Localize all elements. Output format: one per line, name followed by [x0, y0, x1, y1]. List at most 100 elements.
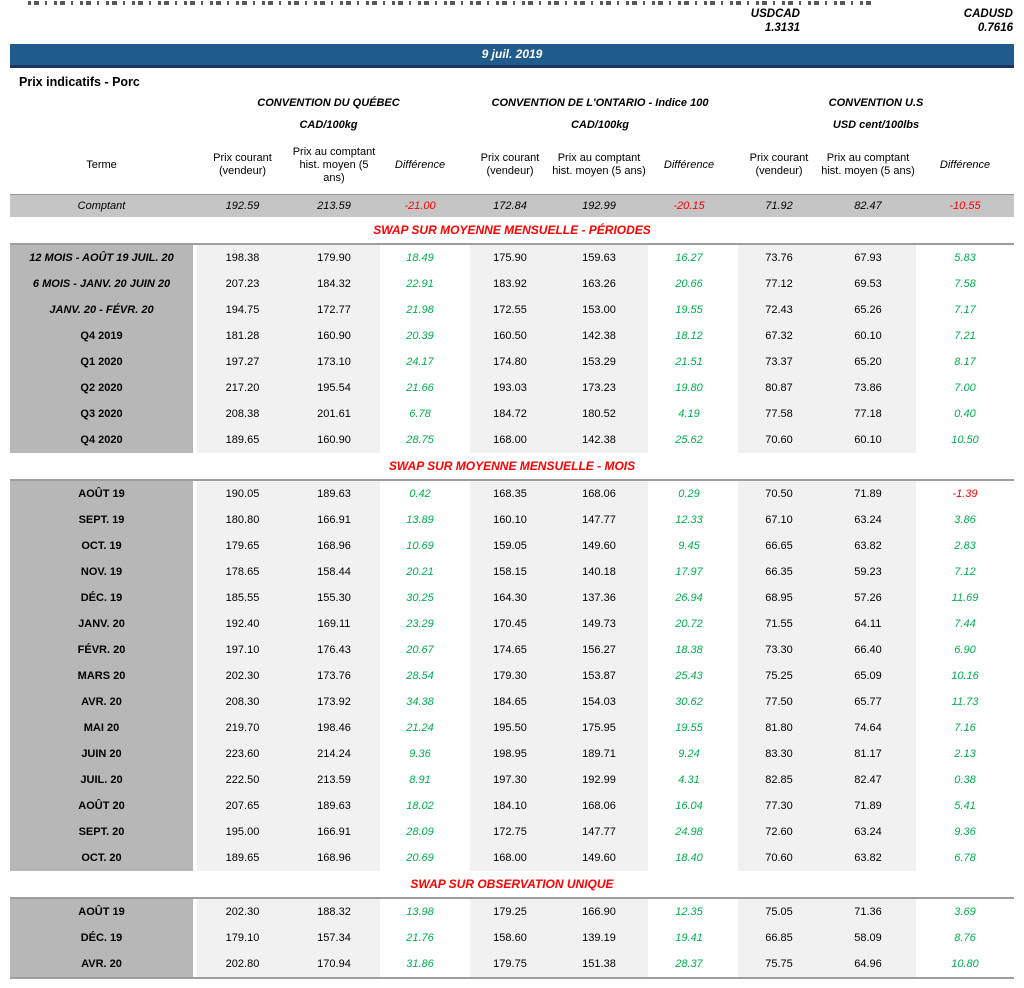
- price-value: 158.15: [470, 559, 550, 585]
- price-value: 170.94: [288, 951, 380, 977]
- difference-value: 19.41: [675, 932, 703, 944]
- column-group-title: CONVENTION U.S: [828, 97, 924, 109]
- price-value: 197.27: [197, 349, 288, 375]
- column-subheader: Différence: [663, 158, 715, 171]
- terme-header: Terme: [86, 158, 117, 171]
- gutter: [460, 793, 470, 819]
- price-value: 194.75: [197, 297, 288, 323]
- terme-cell: JUIL. 20: [10, 767, 193, 793]
- difference-value: 20.66: [675, 278, 703, 290]
- price-value: 172.75: [470, 819, 550, 845]
- difference-value: 22.91: [406, 278, 434, 290]
- difference-value: 2.83: [954, 540, 976, 552]
- gutter: [730, 611, 738, 637]
- difference-value: 20.67: [406, 644, 434, 656]
- difference-value: 10.50: [951, 434, 979, 446]
- difference-value: 16.27: [675, 252, 703, 264]
- price-value: 166.91: [288, 819, 380, 845]
- price-value: 214.24: [288, 741, 380, 767]
- difference-value: 2.13: [954, 748, 976, 760]
- fx-usdcad: USDCAD 1.3131: [751, 7, 800, 35]
- table-row: OCT. 19 179.65 168.96 10.69 159.05 149.60 9.45…: [10, 533, 1014, 559]
- gutter: [730, 195, 738, 217]
- difference-value: -21.00: [404, 200, 436, 212]
- price-value: 174.65: [470, 637, 550, 663]
- price-value: 168.00: [470, 427, 550, 453]
- price-value: 198.95: [470, 741, 550, 767]
- column-subheader: Différence: [394, 158, 446, 171]
- gutter: [730, 663, 738, 689]
- gutter: [730, 741, 738, 767]
- difference-value: 7.21: [954, 330, 976, 342]
- difference-value: 7.17: [954, 304, 976, 316]
- difference-value: 16.04: [675, 800, 703, 812]
- price-value: 185.55: [197, 585, 288, 611]
- price-value: 168.35: [470, 481, 550, 507]
- difference-value: 5.83: [954, 252, 976, 264]
- gutter: [460, 951, 470, 977]
- price-value: 156.27: [550, 637, 648, 663]
- difference-value: 10.80: [951, 958, 979, 970]
- price-value: 184.10: [470, 793, 550, 819]
- price-value: 173.76: [288, 663, 380, 689]
- fx-cadusd: CADUSD 0.7616: [964, 7, 1013, 35]
- price-value: 222.50: [197, 767, 288, 793]
- price-value: 155.30: [288, 585, 380, 611]
- page-title: Prix indicatifs - Porc: [19, 75, 140, 89]
- terme-cell: Q4 2019: [10, 323, 193, 349]
- price-value: 198.46: [288, 715, 380, 741]
- gutter: [730, 323, 738, 349]
- gutter: [730, 349, 738, 375]
- difference-value: 8.91: [409, 774, 431, 786]
- difference-value: 11.73: [951, 696, 979, 708]
- price-value: 202.30: [197, 663, 288, 689]
- difference-value: 7.12: [954, 566, 976, 578]
- comptant-row: Comptant 192.59 213.59 -21.00 172.84 192.99 -2…: [10, 194, 1014, 217]
- price-value: 80.87: [738, 375, 820, 401]
- price-value: 168.96: [288, 533, 380, 559]
- terme-cell: DÉC. 19: [10, 585, 193, 611]
- price-value: 207.65: [197, 793, 288, 819]
- table-row: Q4 2019 181.28 160.90 20.39 160.50 142.38 18.1…: [10, 323, 1014, 349]
- price-value: 168.96: [288, 845, 380, 871]
- price-value: 65.20: [820, 349, 916, 375]
- price-value: 149.60: [550, 845, 648, 871]
- header-sublabels: Terme Prix courant (vendeur) Prix au compt…: [10, 136, 1014, 194]
- price-value: 77.30: [738, 793, 820, 819]
- price-value: 208.38: [197, 401, 288, 427]
- column-subheader: Prix au comptant hist. moyen (5 ans): [292, 145, 376, 184]
- price-value: 181.28: [197, 323, 288, 349]
- price-value: 60.10: [820, 323, 916, 349]
- gutter: [460, 925, 470, 951]
- difference-value: 6.90: [954, 644, 976, 656]
- price-value: 66.35: [738, 559, 820, 585]
- table-row: NOV. 19 178.65 158.44 20.21 158.15 140.18 17.9…: [10, 559, 1014, 585]
- price-value: 67.32: [738, 323, 820, 349]
- gutter: [460, 481, 470, 507]
- price-value: 178.65: [197, 559, 288, 585]
- price-value: 192.99: [582, 200, 616, 212]
- difference-value: 23.29: [406, 618, 434, 630]
- price-value: 70.60: [738, 845, 820, 871]
- gutter: [730, 951, 738, 977]
- difference-value: -1.39: [952, 488, 978, 500]
- terme-cell: MAI 20: [10, 715, 193, 741]
- gutter: [730, 271, 738, 297]
- price-value: 202.80: [197, 951, 288, 977]
- price-value: 77.50: [738, 689, 820, 715]
- price-value: 142.38: [550, 427, 648, 453]
- table-row: 12 MOIS - AOÛT 19 JUIL. 20 198.38 179.90 18…: [10, 245, 1014, 271]
- fx-cadusd-label: CADUSD: [963, 8, 1013, 20]
- difference-value: 12.33: [675, 514, 703, 526]
- price-value: 77.12: [738, 271, 820, 297]
- table-row: OCT. 20 189.65 168.96 20.69 168.00 149.60 18.4…: [10, 845, 1014, 871]
- price-value: 172.84: [493, 200, 527, 212]
- gutter: [460, 663, 470, 689]
- difference-value: 4.31: [678, 774, 700, 786]
- gutter: [460, 323, 470, 349]
- difference-value: 24.98: [675, 826, 703, 838]
- price-value: 195.00: [197, 819, 288, 845]
- gutter: [460, 819, 470, 845]
- difference-value: 28.54: [406, 670, 434, 682]
- difference-value: 20.69: [406, 852, 434, 864]
